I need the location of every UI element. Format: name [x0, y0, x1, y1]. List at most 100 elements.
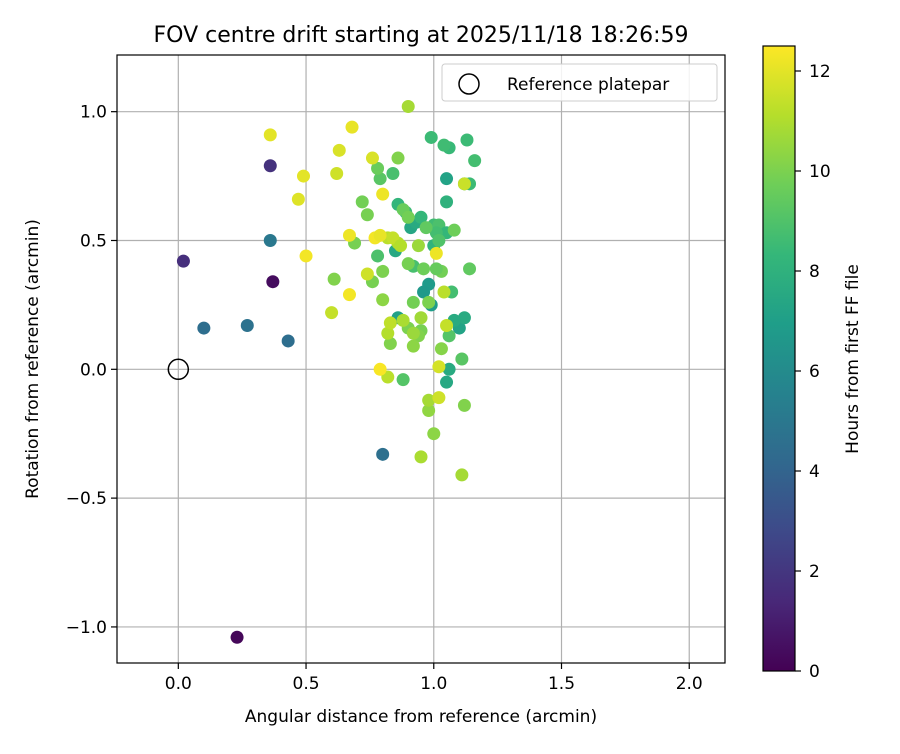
data-point — [396, 373, 410, 387]
colorbar-gradient — [763, 46, 795, 671]
data-point — [327, 272, 341, 286]
data-point — [373, 362, 387, 376]
data-point — [376, 447, 390, 461]
y-axis-label: Rotation from reference (arcmin) — [23, 219, 43, 499]
x-tick-label: 2.0 — [676, 674, 703, 694]
data-point — [371, 161, 385, 175]
data-point — [373, 172, 387, 186]
data-point — [442, 362, 456, 376]
data-point — [360, 208, 374, 222]
data-point — [355, 195, 369, 209]
data-point — [197, 321, 211, 335]
data-point — [434, 342, 448, 356]
colorbar-tick-label: 10 — [809, 162, 831, 182]
data-point — [240, 319, 254, 333]
data-point — [440, 195, 454, 209]
data-point — [422, 295, 436, 309]
colorbar-tick-label: 4 — [809, 462, 820, 482]
x-tick-label: 0.0 — [165, 674, 192, 694]
data-point — [424, 130, 438, 144]
data-point — [376, 293, 390, 307]
data-point — [411, 239, 425, 253]
data-point — [427, 427, 441, 441]
data-point — [325, 306, 339, 320]
data-point — [460, 133, 474, 147]
colorbar-label: Hours from first FF file — [843, 264, 863, 454]
data-point — [429, 246, 443, 260]
data-point — [414, 450, 428, 464]
data-point — [373, 228, 387, 242]
legend-box — [441, 63, 718, 102]
data-point — [371, 249, 385, 263]
data-point — [401, 257, 415, 271]
data-point — [419, 221, 433, 235]
data-point — [457, 311, 471, 325]
data-point — [383, 337, 397, 351]
colorbar-tick-label: 6 — [809, 362, 820, 382]
colorbar-tick-label: 12 — [809, 62, 831, 82]
data-point — [417, 262, 431, 276]
data-point — [176, 254, 190, 268]
data-point — [429, 262, 443, 276]
data-point — [422, 404, 436, 418]
data-point — [432, 391, 446, 405]
x-tick-label: 1.5 — [548, 674, 575, 694]
data-point — [296, 169, 310, 183]
data-point — [457, 398, 471, 412]
x-tick-label: 0.5 — [293, 674, 320, 694]
data-point — [332, 143, 346, 157]
data-point — [386, 167, 400, 181]
data-point — [291, 192, 305, 206]
plot-frame — [116, 54, 726, 664]
colorbar-tick-label: 0 — [809, 662, 820, 682]
data-point — [342, 288, 356, 302]
colorbar-ticks: 0 2 4 6 8 10 12 — [795, 62, 831, 682]
data-point — [455, 468, 469, 482]
x-axis-ticks: 0.0 0.5 1.0 1.5 2.0 — [165, 663, 703, 694]
data-point — [432, 233, 446, 247]
data-point — [263, 159, 277, 173]
data-point — [432, 360, 446, 374]
data-point — [440, 172, 454, 186]
data-point — [263, 128, 277, 142]
y-tick-label: 0.5 — [80, 231, 107, 251]
legend-marker-icon — [458, 73, 480, 95]
data-point — [345, 120, 359, 134]
reference-point — [167, 358, 190, 381]
x-tick-label: 1.0 — [420, 674, 447, 694]
y-axis-ticks: −1.0 −0.5 0.0 0.5 1.0 — [66, 103, 117, 638]
legend-label: Reference platepar — [507, 75, 669, 95]
data-point — [422, 393, 436, 407]
data-points — [167, 100, 482, 644]
data-point — [401, 100, 415, 114]
data-point — [342, 228, 356, 242]
data-point — [406, 295, 420, 309]
legend: Reference platepar — [441, 63, 718, 102]
data-point — [442, 329, 456, 343]
y-tick-label: −1.0 — [66, 618, 107, 638]
data-point — [447, 223, 461, 237]
data-point — [263, 233, 277, 247]
y-tick-label: 1.0 — [80, 103, 107, 123]
data-point — [230, 630, 244, 644]
data-point — [266, 275, 280, 289]
colorbar-tick-label: 8 — [809, 262, 820, 282]
data-point — [440, 319, 454, 333]
data-point — [360, 267, 374, 281]
data-point — [437, 138, 451, 152]
y-tick-label: 0.0 — [80, 360, 107, 380]
data-point — [437, 285, 451, 299]
data-point — [457, 177, 471, 191]
colorbar-frame — [762, 45, 796, 672]
colorbar: 0 2 4 6 8 10 12 Hours from first FF file — [762, 45, 863, 682]
x-axis-label: Angular distance from reference (arcmin) — [245, 707, 597, 727]
data-point — [468, 154, 482, 168]
data-point — [455, 352, 469, 366]
data-point — [391, 151, 405, 165]
data-point — [417, 285, 431, 299]
data-point — [406, 326, 420, 340]
data-point — [396, 313, 410, 327]
data-point — [383, 316, 397, 330]
data-point — [414, 210, 428, 224]
